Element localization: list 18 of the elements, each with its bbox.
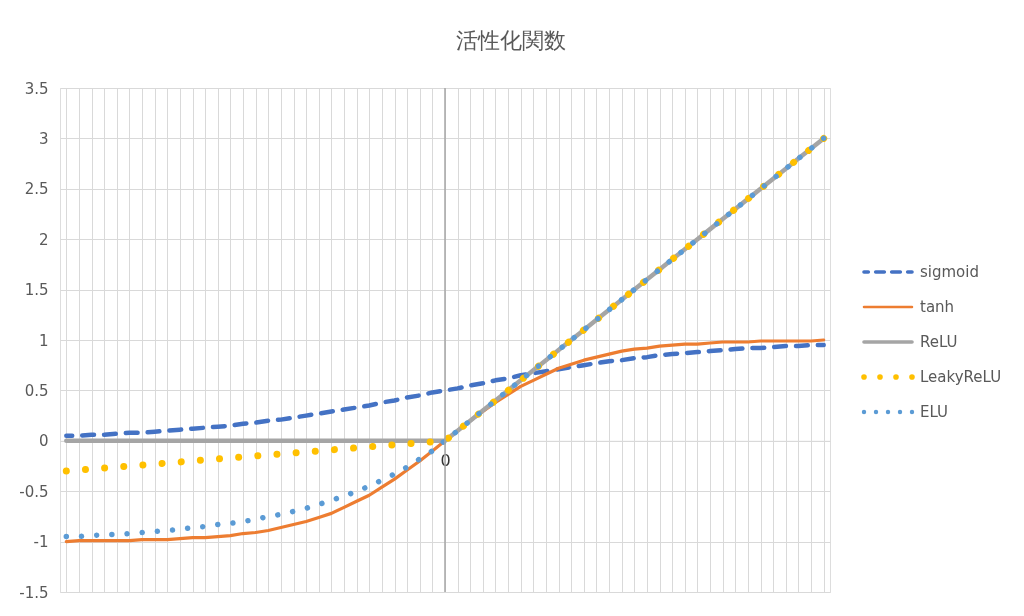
y-tick-label: 3: [38, 129, 49, 148]
legend-label: ELU: [920, 402, 949, 421]
legend-label: tanh: [920, 297, 955, 316]
chart-title: 活性化関数: [456, 28, 566, 53]
y-tick-label: -1.5: [19, 583, 49, 602]
line-series: [64, 342, 826, 439]
legend-label: LeakyReLU: [920, 367, 1002, 386]
legend-label: ReLU: [920, 332, 958, 351]
y-tick-label: 2: [38, 230, 49, 249]
y-tick-label: 1: [38, 331, 49, 350]
y-tick-label: 0.5: [24, 381, 49, 400]
y-tick-label: 2.5: [24, 180, 49, 199]
y-tick-label: 3.5: [24, 79, 49, 98]
legend-label: sigmoid: [920, 262, 979, 281]
y-tick-label: 1.5: [24, 281, 49, 300]
y-tick-label: 0: [38, 432, 49, 451]
y-tick-label: -1: [33, 533, 49, 552]
y-tick-label: -0.5: [19, 482, 49, 501]
